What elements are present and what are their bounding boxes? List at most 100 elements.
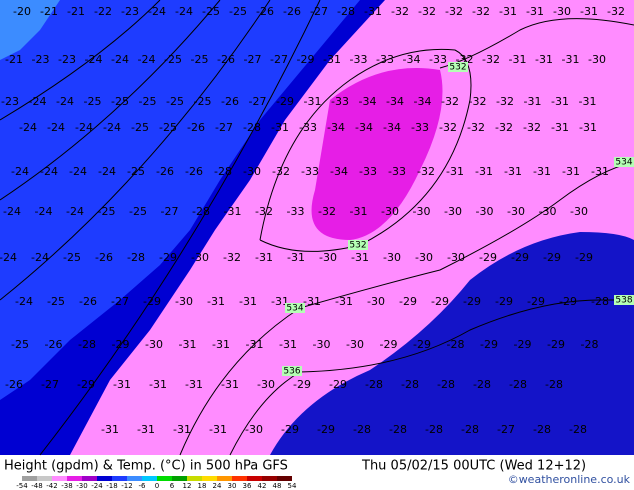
colorbar-swatch	[247, 476, 262, 481]
temperature-label: -30	[245, 423, 263, 436]
temperature-label: -27	[270, 53, 288, 66]
temperature-label: -28	[509, 378, 527, 391]
temperature-label: -25	[229, 5, 247, 18]
temperature-label: -30	[346, 338, 364, 351]
temperature-label: -31	[499, 5, 517, 18]
contour-line	[179, 161, 634, 456]
temperature-label: -25	[11, 338, 29, 351]
temperature-label: -30	[539, 205, 557, 218]
temperature-label: -31	[551, 121, 569, 134]
temperature-label: -25	[84, 95, 102, 108]
temperature-label: -31	[535, 53, 553, 66]
temperature-label: -25	[63, 251, 81, 264]
temperature-label: -33	[350, 53, 368, 66]
temperature-label: -31	[246, 338, 264, 351]
temperature-label: -31	[113, 378, 131, 391]
temperature-label: -30	[413, 205, 431, 218]
colorbar-label: -18	[106, 482, 117, 490]
temperature-label: -30	[383, 251, 401, 264]
colorbar: -54 -48 -42 -38 -30 -24 -18 -12 -6 0 6 12 18 24 30 36 42…	[16, 476, 297, 490]
temperature-label: -32	[439, 121, 457, 134]
temperature-label: -33	[331, 95, 349, 108]
temperature-label: -31	[509, 53, 527, 66]
temperature-label: -33	[388, 165, 406, 178]
temperature-label: -25	[111, 95, 129, 108]
temperature-label: -26	[221, 95, 239, 108]
temperature-label: -20	[13, 5, 31, 18]
temperature-label: -27	[161, 205, 179, 218]
temperature-label: -31	[364, 5, 382, 18]
temperature-label: -31	[149, 378, 167, 391]
contour-label: 532	[349, 241, 366, 251]
temperature-label: -32	[391, 5, 409, 18]
temperature-label: -25	[202, 5, 220, 18]
temperature-label: -28	[337, 5, 355, 18]
temperature-label: -31	[207, 295, 225, 308]
temperature-label: -29	[547, 338, 565, 351]
map-title: Height (gpdm) & Temp. (°C) in 500 hPa GF…	[4, 459, 288, 474]
temperature-label: -24	[103, 121, 121, 134]
temperature-label: -27	[215, 121, 233, 134]
temperature-label: -28	[192, 205, 210, 218]
contour-label-box	[448, 62, 468, 72]
temperature-label: -34	[414, 95, 432, 108]
temperature-label: -26	[283, 5, 301, 18]
temperature-label: -31	[335, 295, 353, 308]
temperature-label: -33	[429, 53, 447, 66]
temperature-label: -32	[272, 165, 290, 178]
temperature-label: -24	[11, 165, 29, 178]
temperature-label: -26	[79, 295, 97, 308]
temperature-label: -29	[329, 378, 347, 391]
temperature-label: -25	[47, 295, 65, 308]
temperature-label: -28	[581, 338, 599, 351]
temperature-label: -28	[78, 338, 96, 351]
temperature-label: -24	[31, 251, 49, 264]
temperature-label: -31	[279, 338, 297, 351]
temperature-label: -24	[19, 121, 37, 134]
temperature-label: -29	[413, 338, 431, 351]
temperature-label: -31	[271, 295, 289, 308]
temperature-label: -31	[287, 251, 305, 264]
temperature-label: -30	[175, 295, 193, 308]
temperature-label: -31	[579, 121, 597, 134]
temperature-label: -25	[127, 165, 145, 178]
colorbar-swatch	[82, 476, 97, 481]
colorbar-label: 36	[243, 482, 252, 490]
temperature-label: -29	[380, 338, 398, 351]
temperature-label: -23	[32, 53, 50, 66]
temperature-label: -32	[418, 5, 436, 18]
temperature-label: -33	[376, 53, 394, 66]
colorbar-swatch	[142, 476, 157, 481]
temperature-label: -28	[214, 165, 232, 178]
contour-label-box	[282, 366, 302, 376]
temperature-label: -31	[323, 53, 341, 66]
temperature-label: -34	[327, 121, 345, 134]
temperature-label: -31	[101, 423, 119, 436]
temperature-label: -27	[497, 423, 515, 436]
temperature-label: -31	[185, 378, 203, 391]
temperature-label: -24	[175, 5, 193, 18]
temperature-label: -29	[159, 251, 177, 264]
temperature-label: -31	[239, 295, 257, 308]
temperature-label: -26	[185, 165, 203, 178]
temperature-label: -34	[383, 121, 401, 134]
temperature-labels: -20 -21 -21 -22 -23 -24 -24 -25 -25 -26 -26 -27 -28-…	[0, 5, 625, 436]
temperature-label: -28	[437, 378, 455, 391]
temperature-label: -21	[5, 53, 23, 66]
temperature-label: -23	[1, 95, 19, 108]
temperature-label: -32	[472, 5, 490, 18]
colorbar-label: 30	[228, 482, 237, 490]
temperature-label: -30	[313, 338, 331, 351]
temperature-label: -32	[223, 251, 241, 264]
temperature-label: -31	[255, 251, 273, 264]
temperature-label: -24	[98, 165, 116, 178]
temperature-label: -24	[35, 205, 53, 218]
temperature-label: -31	[224, 205, 242, 218]
colorbar-label: -12	[121, 482, 132, 490]
temperature-label: -29	[514, 338, 532, 351]
colorbar-label: -54	[16, 482, 28, 490]
temperature-label: -26	[156, 165, 174, 178]
temperature-label: -32	[607, 5, 625, 18]
temperature-label: -23	[121, 5, 139, 18]
